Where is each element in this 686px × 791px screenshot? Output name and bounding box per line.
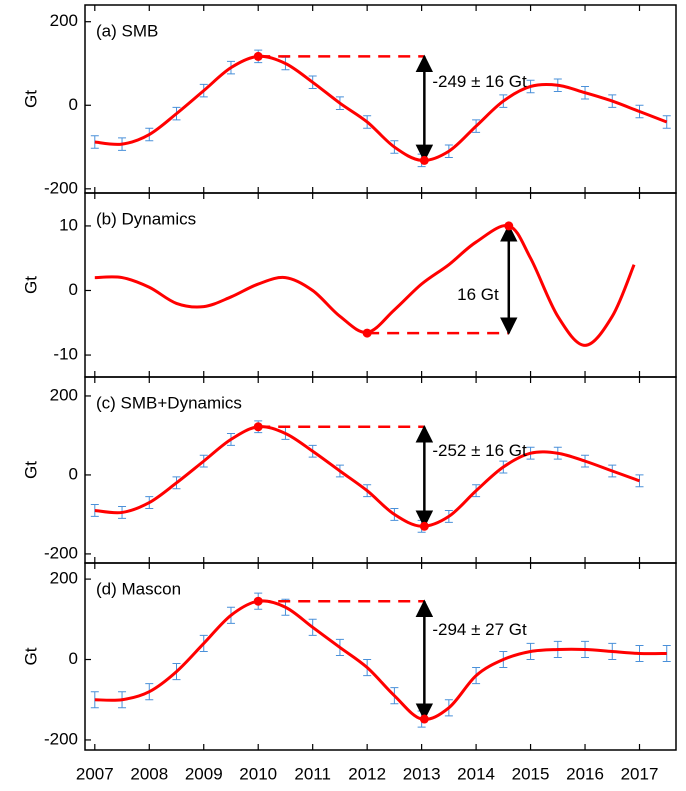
marker-point xyxy=(253,596,263,606)
panel-title: (a) SMB xyxy=(96,21,158,40)
x-tick-label: 2010 xyxy=(239,764,277,783)
marker-point xyxy=(362,328,372,338)
x-tick-label: 2007 xyxy=(76,764,114,783)
y-axis-label: Gt xyxy=(21,461,40,479)
panel-title: (c) SMB+Dynamics xyxy=(96,393,242,412)
marker-point xyxy=(504,221,514,231)
annotation: 16 Gt xyxy=(457,285,499,304)
x-tick-label: 2011 xyxy=(294,764,331,783)
y-tick-label: 0 xyxy=(69,95,78,114)
x-tick-label: 2013 xyxy=(403,764,441,783)
panel-frame xyxy=(84,562,677,751)
y-axis-label: Gt xyxy=(21,647,40,665)
panel-title: (b) Dynamics xyxy=(96,209,196,228)
data-line xyxy=(94,224,636,347)
y-axis-label: Gt xyxy=(21,90,40,108)
x-tick-label: 2009 xyxy=(185,764,223,783)
y-tick-label: 0 xyxy=(69,649,78,668)
marker-point xyxy=(419,155,429,165)
error-bar xyxy=(90,504,99,517)
annotation: -252 ± 16 Gt xyxy=(432,441,527,460)
y-tick-label: 0 xyxy=(69,280,78,299)
x-tick-label: 2015 xyxy=(512,764,550,783)
data-line xyxy=(94,599,667,721)
y-axis-label: Gt xyxy=(21,276,40,294)
y-tick-label: 0 xyxy=(69,464,78,483)
x-tick-label: 2012 xyxy=(348,764,386,783)
y-tick-label: -200 xyxy=(44,543,78,562)
x-tick-label: 2017 xyxy=(621,764,659,783)
error-bar xyxy=(90,691,99,709)
y-tick-label: 10 xyxy=(59,215,78,234)
y-tick-label: -200 xyxy=(44,729,78,748)
marker-point xyxy=(253,422,263,432)
y-tick-label: -10 xyxy=(53,345,78,364)
panel-title: (d) Mascon xyxy=(96,579,181,598)
x-tick-label: 2016 xyxy=(566,764,604,783)
marker-point xyxy=(419,714,429,724)
x-tick-label: 2008 xyxy=(130,764,168,783)
marker-point xyxy=(253,51,263,61)
error-bar xyxy=(90,135,99,149)
data-line xyxy=(94,54,668,162)
y-tick-label: 200 xyxy=(50,385,78,404)
x-tick-label: 2014 xyxy=(457,764,495,783)
annotation: -249 ± 16 Gt xyxy=(432,72,527,91)
y-tick-label: 200 xyxy=(50,569,78,588)
y-tick-label: -200 xyxy=(44,178,78,197)
marker-point xyxy=(419,521,429,531)
y-tick-label: 200 xyxy=(50,11,78,30)
annotation: -294 ± 27 Gt xyxy=(432,620,527,639)
data-line xyxy=(94,425,641,528)
